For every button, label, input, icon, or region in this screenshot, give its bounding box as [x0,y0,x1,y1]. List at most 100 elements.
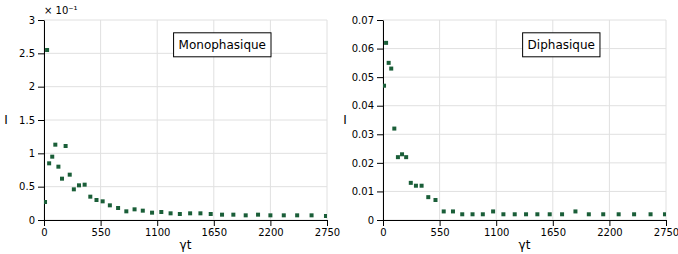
grid-line-y [383,191,666,192]
grid-line-y [383,20,666,21]
y-tick: 1 [29,148,44,159]
point [94,198,98,202]
y-tick-label: 1 [29,148,35,159]
x-tick: 550 [431,220,450,238]
point [198,211,202,215]
y-tick: 0.07 [352,15,383,26]
y-tick-mark [38,187,44,188]
grid-line-y [44,20,327,21]
y-axis-line [383,21,384,221]
y-tick-label: 0.04 [352,100,374,111]
point [404,155,408,159]
y-tick: 1.5 [19,115,44,126]
y-axis: 00.010.020.030.040.050.060.07 [352,15,384,226]
point [116,206,120,210]
grid-line-x [666,20,667,220]
x-tick-label: 1650 [541,227,566,238]
point [560,212,564,216]
x-tick-mark [440,220,441,226]
y-tick-mark [377,49,383,50]
panel: 0550110016502200275000.511.522.53γtI× 10… [4,5,340,252]
x-tick: 1100 [145,220,170,238]
points [44,48,327,218]
x-tick: 2200 [258,220,283,238]
point [573,209,577,213]
point [178,212,182,216]
point [68,173,72,177]
x-tick-label: 0 [41,227,47,238]
point [77,183,81,187]
chart-svg: 0550110016502200275000.511.522.53γtI× 10… [0,0,678,254]
y-tick-label: 3 [29,15,35,26]
y-tick-label: 0.06 [352,43,374,54]
y-tick-mark [377,163,383,164]
point [256,213,260,217]
y-tick-mark [377,106,383,107]
y-tick: 0.05 [352,72,383,83]
y-tick-label: 0.03 [352,129,374,140]
point [481,212,485,216]
point [169,211,173,215]
point [72,187,76,191]
title-box [523,33,600,57]
grid-line-y [383,220,666,221]
grid-line-y [44,120,327,121]
point [396,155,400,159]
x-tick-mark [383,220,384,226]
point [124,209,128,213]
title: Diphasique [528,38,595,52]
x-tick-mark [666,220,667,226]
y-axis-label: I [343,113,347,127]
y-tick-mark [377,191,383,192]
point [535,212,539,216]
y-tick-mark [38,120,44,121]
x-tick: 1100 [484,220,509,238]
point [60,177,64,181]
point [188,211,192,215]
y-tick-mark [38,20,44,21]
point [268,213,272,217]
point [244,213,248,217]
x-axis-label: γt [180,238,192,252]
y-tick-label: 0.07 [352,15,374,26]
point [133,207,137,211]
grid-line-x [439,20,440,220]
x-tick-mark [553,220,554,226]
x-tick-mark [44,220,45,226]
y-tick: 0.04 [352,100,383,111]
x-tick-mark [101,220,102,226]
x-axis-label: γt [519,238,531,252]
point [47,161,51,165]
x-tick: 0 [41,220,47,238]
grid-line-y [383,134,666,135]
y-tick-label: 2 [29,81,35,92]
point [209,212,213,216]
grid [44,20,327,220]
point [50,155,54,159]
point [141,209,145,213]
y-axis-line [44,21,45,221]
point [150,211,154,215]
y-tick-label: 1.5 [19,115,35,126]
point [383,84,386,88]
x-tick-label: 0 [380,227,386,238]
point [295,213,299,217]
x-tick: 2750 [315,220,340,238]
y-axis-label: I [4,113,8,127]
point [53,143,57,147]
point [88,195,92,199]
y-tick-label: 0 [29,215,35,226]
y-tick: 0.02 [352,158,383,169]
y-tick-mark [377,20,383,21]
title: Monophasique [179,38,266,52]
point [64,144,68,148]
y-tick: 0 [29,215,44,226]
point [491,209,495,213]
points [383,41,666,216]
grid-line-x [609,20,610,220]
point [426,195,430,199]
point [414,184,418,188]
y-tick-label: 0.01 [352,186,374,197]
point [56,165,60,169]
y-tick-label: 2.5 [19,48,35,59]
